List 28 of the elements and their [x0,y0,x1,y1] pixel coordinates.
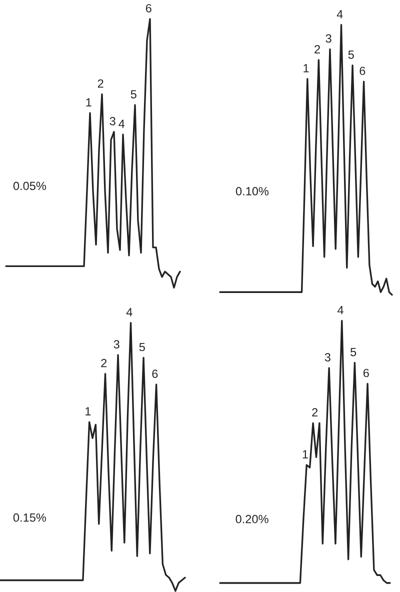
annotation: 2 [101,358,107,368]
annotation: 2 [312,408,318,416]
annotation: 6 [152,370,158,378]
text: 0.15% [13,513,46,522]
annotation: 3 [114,340,120,348]
text: 0.10% [236,187,269,196]
annotation: 6 [363,368,369,378]
annotation: 5 [350,348,356,356]
text: 4 [126,308,132,316]
annotation: 3 [326,34,332,43]
annotation: 1 [304,64,309,72]
text: 0.20% [236,514,268,524]
annotation: 1 [86,407,91,416]
text: 4 [336,10,343,18]
text: 4 [337,306,344,314]
text: 0.05% [13,182,46,190]
annotation: 2 [314,45,320,54]
annotation: 5 [130,90,136,98]
annotation: 2 [98,79,104,88]
annotation: 5 [348,50,354,59]
annotation: 3 [324,353,330,362]
text: 6 [146,4,152,12]
annotation: 3 [110,116,116,126]
annotation: 1 [302,450,308,458]
annotation: 5 [139,342,145,352]
annotation: 1 [86,98,92,106]
annotation: 4 [118,120,125,128]
annotation: 6 [360,66,366,76]
